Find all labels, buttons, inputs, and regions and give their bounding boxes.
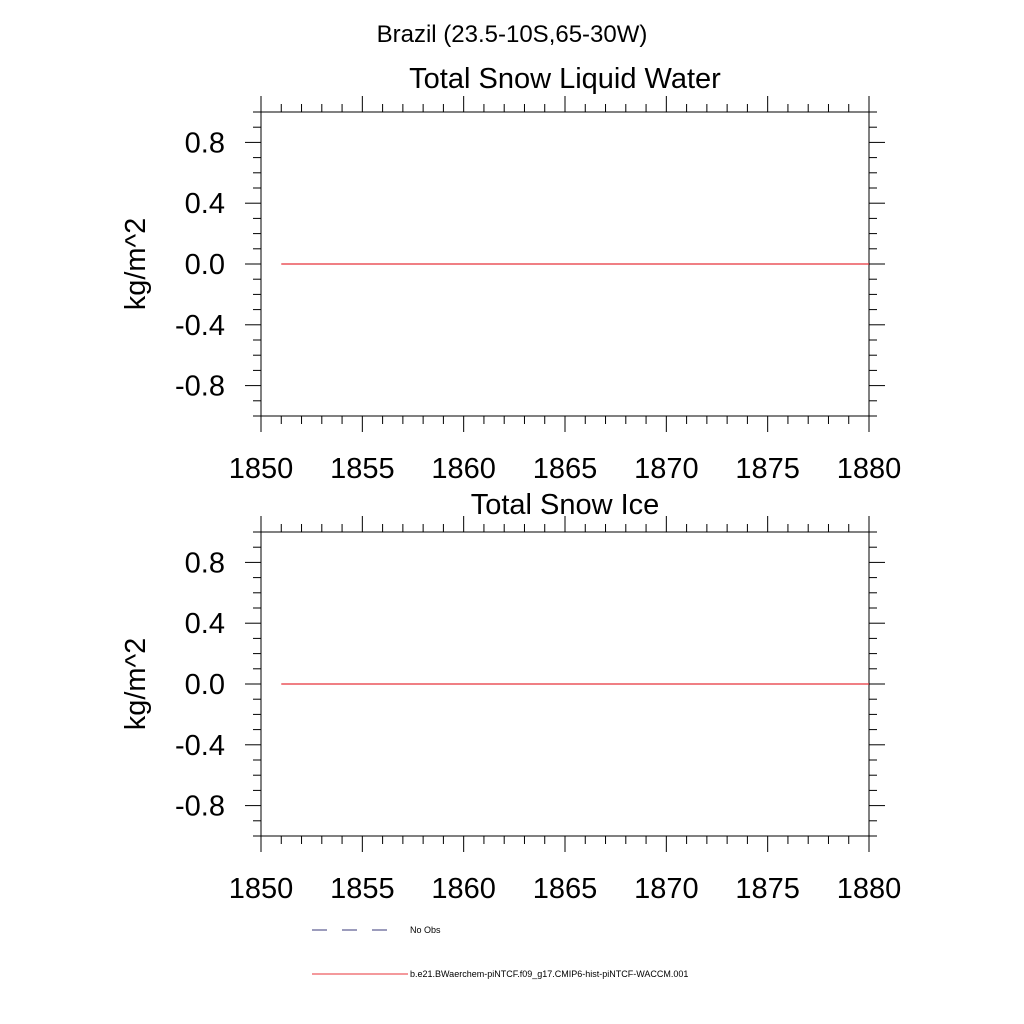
x-tick-label: 1870	[634, 873, 699, 905]
x-tick-label: 1850	[229, 453, 294, 485]
x-tick-label: 1850	[229, 873, 294, 905]
y-tick-label: 0.0	[185, 669, 225, 701]
y-tick-label: -0.4	[175, 730, 225, 762]
x-tick-label: 1870	[634, 453, 699, 485]
x-tick-label: 1855	[330, 453, 395, 485]
x-tick-label: 1865	[533, 873, 598, 905]
y-tick-label: -0.8	[175, 371, 225, 403]
legend-label-model-run: b.e21.BWaerchem-piNTCF.f09_g17.CMIP6-his…	[410, 969, 688, 979]
y-tick-label: 0.4	[185, 608, 225, 640]
legend-label-no-obs: No Obs	[410, 925, 441, 935]
panel-title: Total Snow Liquid Water	[409, 63, 721, 95]
x-tick-label: 1855	[330, 873, 395, 905]
y-tick-label: -0.8	[175, 791, 225, 823]
figure-title: Brazil (23.5-10S,65-30W)	[377, 21, 648, 48]
x-tick-label: 1880	[837, 873, 902, 905]
y-tick-label: 0.8	[185, 127, 225, 159]
y-tick-label: -0.4	[175, 310, 225, 342]
x-tick-label: 1875	[735, 873, 800, 905]
y-tick-label: 0.4	[185, 188, 225, 220]
x-tick-label: 1875	[735, 453, 800, 485]
panel-title: Total Snow Ice	[471, 489, 660, 521]
chart-panel-snow-liquid-water: Total Snow Liquid Water 1850 1855 1860 1865 1…	[120, 63, 901, 485]
x-tick-label: 1880	[837, 453, 902, 485]
legend: No Obs b.e21.BWaerchem-piNTCF.f09_g17.CM…	[312, 925, 688, 979]
x-tick-label: 1860	[431, 453, 496, 485]
y-axis-label: kg/m^2	[120, 638, 152, 731]
chart-panel-snow-ice: Total Snow Ice 1850 1855 1860 1865 1870 1875 18…	[120, 489, 901, 905]
y-tick-label: 0.0	[185, 249, 225, 281]
y-tick-label: 0.8	[185, 547, 225, 579]
y-axis-label: kg/m^2	[120, 218, 152, 311]
x-tick-label: 1860	[431, 873, 496, 905]
x-tick-label: 1865	[533, 453, 598, 485]
